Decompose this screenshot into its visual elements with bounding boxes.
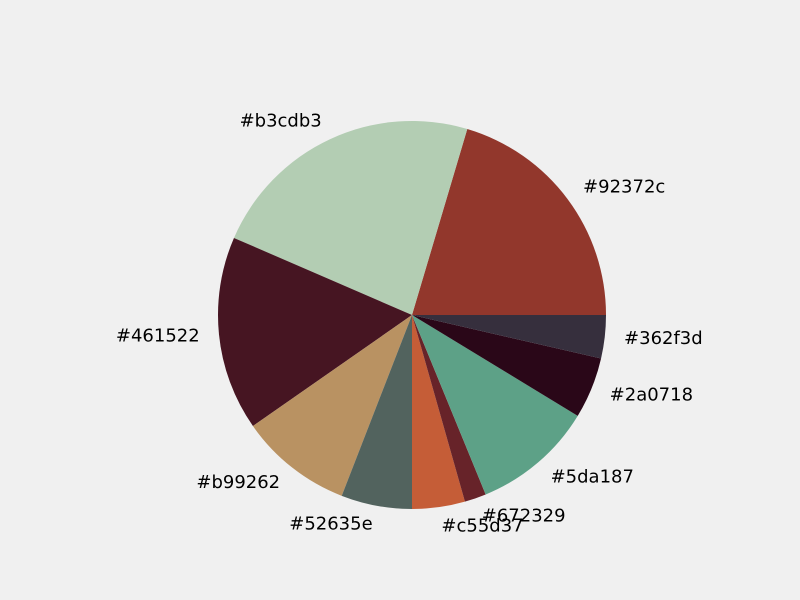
slice-label-b99262: #b99262 xyxy=(196,472,280,493)
slice-label-461522: #461522 xyxy=(116,325,200,346)
pie-slice-b99262 xyxy=(252,315,412,496)
pie-slice-b3cdb3 xyxy=(233,121,468,315)
slice-label-52635e: #52635e xyxy=(289,514,372,535)
pie-slice-362f3d xyxy=(412,315,607,359)
pie-slice-5da187 xyxy=(412,315,578,495)
slice-label-b3cdb3: #b3cdb3 xyxy=(240,111,322,132)
pie-slice-2a0718 xyxy=(412,315,602,416)
pie-slice-672329 xyxy=(412,315,486,502)
pie-slice-52635e xyxy=(341,315,412,509)
slice-label-5da187: #5da187 xyxy=(551,466,634,487)
slice-label-672329: #672329 xyxy=(482,506,566,527)
pie-slice-92372c xyxy=(412,129,606,315)
slice-label-92372c: #92372c xyxy=(583,176,665,197)
slice-label-c55d37: #c55d37 xyxy=(441,515,523,536)
pie-slice-c55d37 xyxy=(412,315,465,509)
slices-layer xyxy=(218,121,607,509)
pie-slice-461522 xyxy=(218,237,412,427)
slice-label-2a0718: #2a0718 xyxy=(610,384,693,405)
labels-layer: #92372c #b3cdb3 #461522 #b99262 #52635e #c55d… xyxy=(116,111,703,537)
slice-label-362f3d: #362f3d xyxy=(624,328,703,349)
